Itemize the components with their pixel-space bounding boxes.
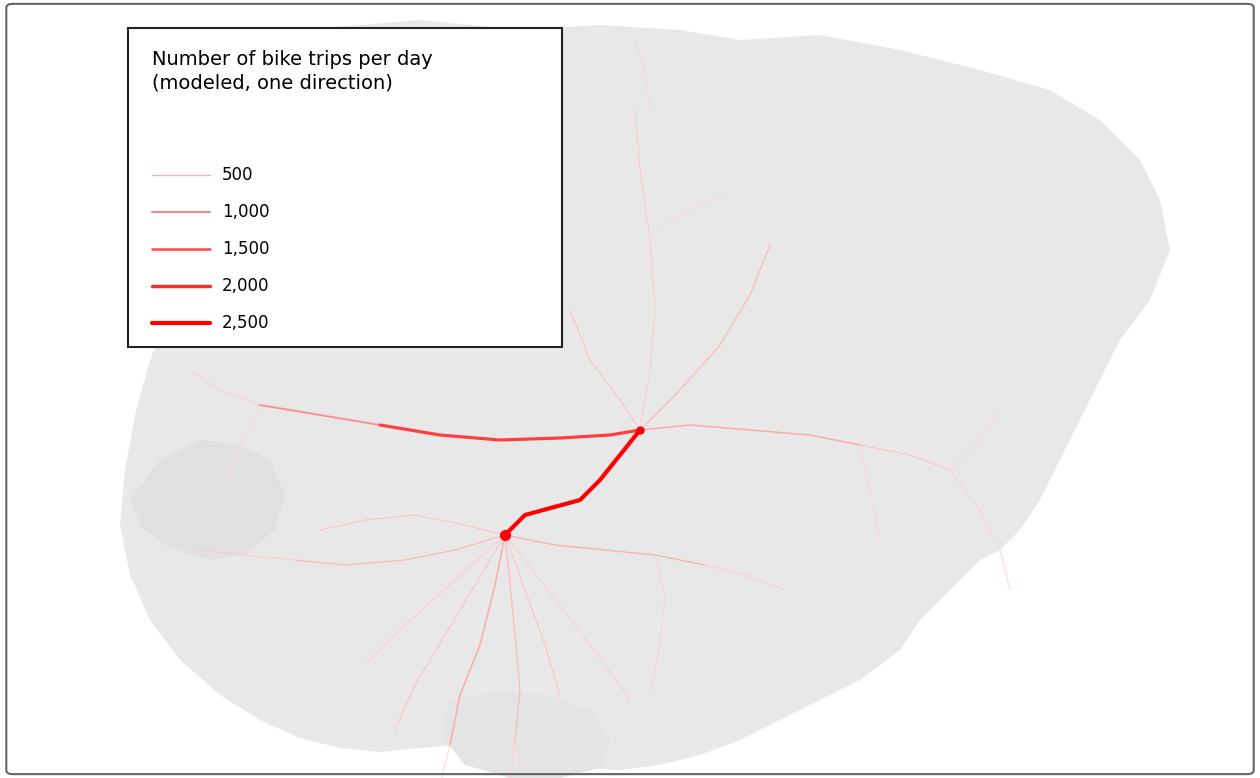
Polygon shape: [130, 45, 320, 215]
Text: 500: 500: [222, 166, 253, 184]
Polygon shape: [120, 20, 1171, 770]
FancyBboxPatch shape: [129, 28, 562, 347]
Polygon shape: [445, 690, 610, 778]
Text: Number of bike trips per day
(modeled, one direction): Number of bike trips per day (modeled, o…: [152, 50, 432, 93]
Polygon shape: [130, 440, 285, 560]
Text: 2,500: 2,500: [222, 314, 270, 332]
Polygon shape: [350, 65, 559, 225]
Text: 1,500: 1,500: [222, 240, 270, 258]
Text: 1,000: 1,000: [222, 203, 270, 221]
Text: 2,000: 2,000: [222, 277, 270, 295]
